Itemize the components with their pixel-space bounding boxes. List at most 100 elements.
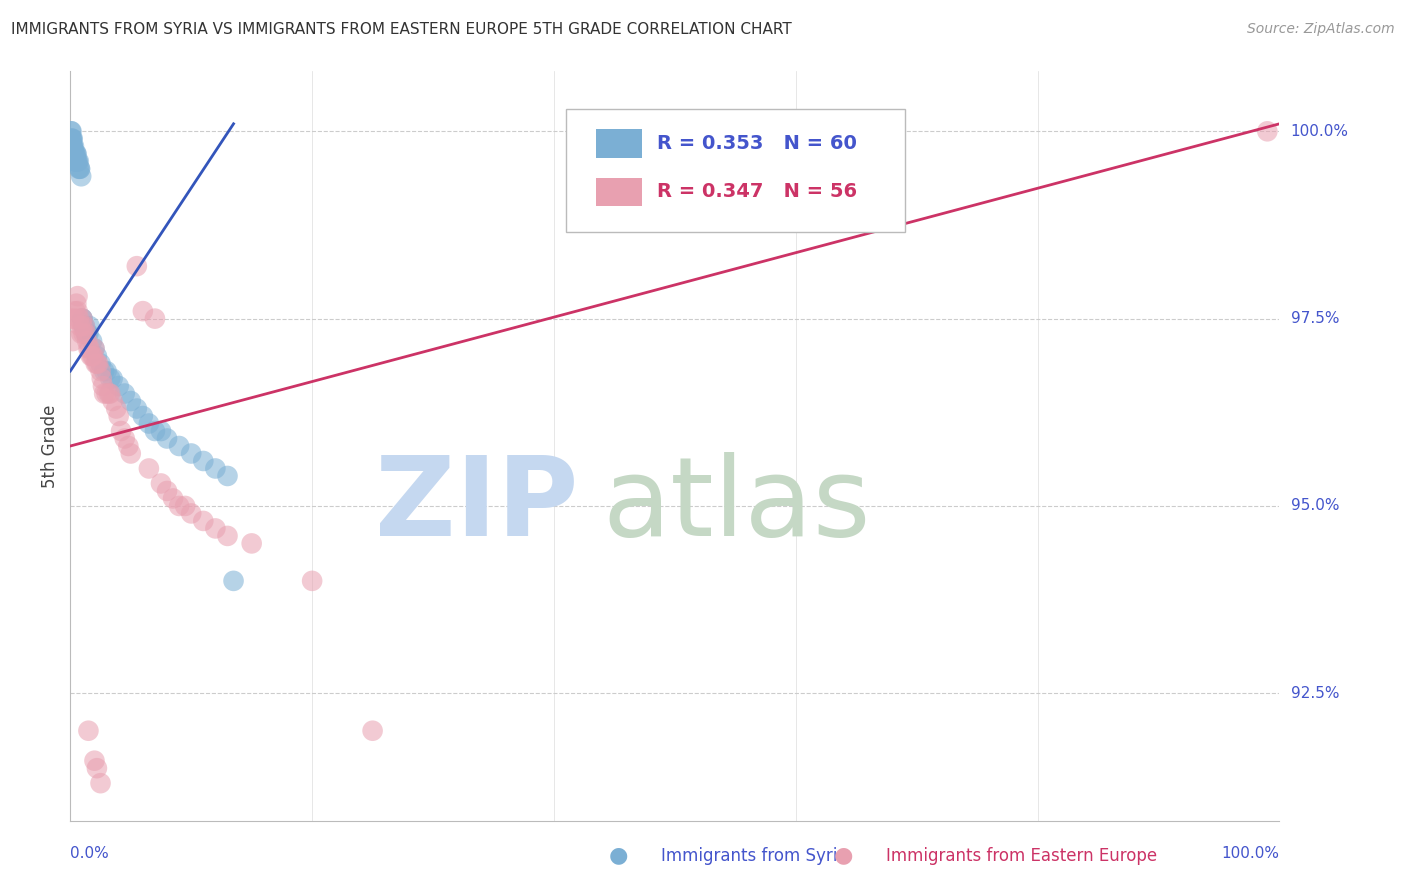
Point bbox=[62, 139, 84, 153]
Text: IMMIGRANTS FROM SYRIA VS IMMIGRANTS FROM EASTERN EUROPE 5TH GRADE CORRELATION CH: IMMIGRANTS FROM SYRIA VS IMMIGRANTS FROM… bbox=[11, 22, 792, 37]
Text: 97.5%: 97.5% bbox=[1291, 311, 1339, 326]
Point bbox=[73, 319, 96, 334]
Point bbox=[114, 432, 136, 446]
Point bbox=[60, 132, 83, 146]
Point bbox=[60, 311, 83, 326]
FancyBboxPatch shape bbox=[567, 109, 904, 233]
Point bbox=[67, 154, 90, 169]
Point bbox=[77, 342, 100, 356]
Point bbox=[65, 154, 87, 169]
Point bbox=[180, 507, 202, 521]
FancyBboxPatch shape bbox=[596, 178, 643, 206]
Point bbox=[90, 776, 111, 790]
Point bbox=[110, 424, 132, 438]
Point bbox=[63, 154, 86, 169]
Text: 100.0%: 100.0% bbox=[1222, 846, 1279, 861]
Point bbox=[63, 146, 86, 161]
Point bbox=[156, 483, 179, 498]
Text: Immigrants from Syria: Immigrants from Syria bbox=[661, 847, 848, 865]
Point bbox=[143, 311, 166, 326]
Point bbox=[174, 499, 197, 513]
Point bbox=[62, 334, 84, 348]
Point bbox=[156, 432, 179, 446]
Point bbox=[84, 357, 107, 371]
Point bbox=[107, 379, 129, 393]
Text: R = 0.353   N = 60: R = 0.353 N = 60 bbox=[657, 134, 856, 153]
Point bbox=[361, 723, 384, 738]
Point bbox=[217, 529, 239, 543]
Point bbox=[98, 386, 121, 401]
Text: 100.0%: 100.0% bbox=[1291, 124, 1348, 139]
Point bbox=[77, 326, 100, 341]
Text: Source: ZipAtlas.com: Source: ZipAtlas.com bbox=[1247, 22, 1395, 37]
Point bbox=[87, 357, 110, 371]
Point bbox=[63, 146, 86, 161]
Point bbox=[83, 342, 105, 356]
Point bbox=[72, 319, 94, 334]
Point bbox=[70, 326, 93, 341]
Point bbox=[96, 364, 118, 378]
Point bbox=[204, 461, 226, 475]
Point bbox=[86, 761, 108, 775]
Point bbox=[60, 132, 83, 146]
Point bbox=[91, 379, 114, 393]
Point bbox=[79, 319, 101, 334]
Text: ZIP: ZIP bbox=[375, 452, 578, 559]
Text: 0.0%: 0.0% bbox=[70, 846, 110, 861]
Point bbox=[66, 154, 89, 169]
Point bbox=[76, 326, 98, 341]
Point bbox=[72, 326, 94, 341]
Point bbox=[150, 476, 172, 491]
Point bbox=[63, 146, 86, 161]
Point bbox=[65, 296, 87, 310]
Point bbox=[143, 424, 166, 438]
Point bbox=[79, 342, 101, 356]
Point bbox=[240, 536, 263, 550]
Point bbox=[132, 409, 155, 423]
Point bbox=[138, 461, 160, 475]
Text: 95.0%: 95.0% bbox=[1291, 499, 1339, 514]
Point bbox=[67, 311, 90, 326]
Point bbox=[80, 334, 103, 348]
Point bbox=[125, 401, 148, 416]
Point bbox=[93, 364, 115, 378]
Point bbox=[69, 319, 91, 334]
Point bbox=[101, 371, 124, 385]
Point bbox=[204, 521, 226, 535]
Text: atlas: atlas bbox=[602, 452, 870, 559]
Point bbox=[86, 357, 108, 371]
Point bbox=[105, 401, 128, 416]
Point bbox=[76, 334, 98, 348]
Point bbox=[63, 304, 86, 318]
Point bbox=[63, 146, 86, 161]
Point bbox=[193, 514, 215, 528]
Point bbox=[301, 574, 323, 588]
FancyBboxPatch shape bbox=[596, 129, 643, 158]
Point bbox=[60, 124, 83, 138]
Point bbox=[150, 424, 172, 438]
Point bbox=[70, 169, 93, 184]
Point bbox=[62, 132, 84, 146]
Point bbox=[63, 139, 86, 153]
Point bbox=[193, 454, 215, 468]
Point bbox=[77, 723, 100, 738]
Point bbox=[101, 394, 124, 409]
Point bbox=[80, 349, 103, 363]
Point bbox=[93, 386, 115, 401]
Point bbox=[60, 132, 83, 146]
Point bbox=[80, 349, 103, 363]
Point bbox=[66, 154, 89, 169]
Point bbox=[90, 357, 111, 371]
Point bbox=[1256, 124, 1278, 138]
Point bbox=[132, 304, 155, 318]
Point bbox=[90, 371, 112, 385]
Y-axis label: 5th Grade: 5th Grade bbox=[41, 404, 59, 488]
Point bbox=[66, 304, 89, 318]
Point bbox=[180, 446, 202, 460]
Point bbox=[162, 491, 184, 506]
Point bbox=[72, 311, 94, 326]
Point bbox=[63, 311, 86, 326]
Point bbox=[82, 349, 104, 363]
Point bbox=[167, 439, 190, 453]
Point bbox=[63, 146, 86, 161]
